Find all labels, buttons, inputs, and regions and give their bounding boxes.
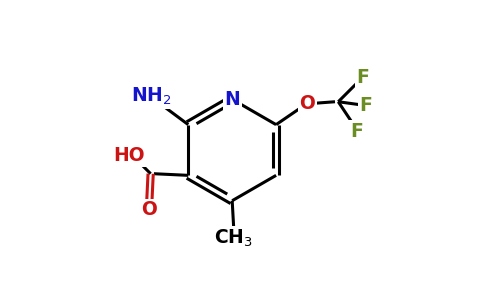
Text: F: F — [356, 68, 369, 87]
Text: N: N — [224, 90, 240, 109]
Text: F: F — [360, 95, 373, 115]
Text: HO: HO — [114, 146, 145, 165]
Text: O: O — [141, 200, 157, 219]
Text: F: F — [350, 122, 363, 141]
Text: CH$_3$: CH$_3$ — [214, 228, 253, 249]
Text: NH$_2$: NH$_2$ — [131, 86, 171, 107]
Text: O: O — [299, 94, 315, 113]
